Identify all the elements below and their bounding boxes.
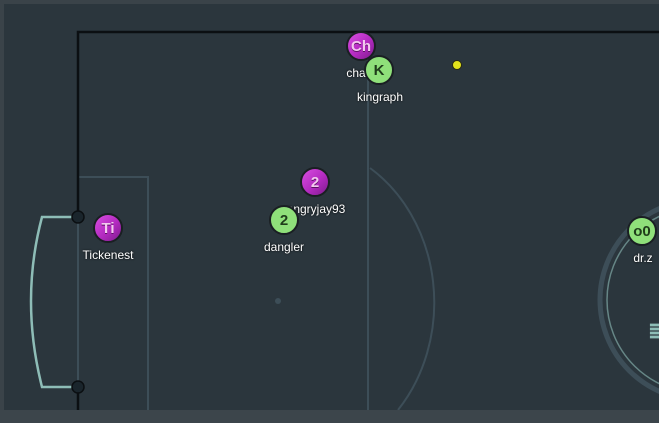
goal-post-bottom bbox=[71, 380, 85, 394]
player-name: dangler bbox=[263, 240, 305, 254]
frame-left bbox=[0, 0, 4, 410]
player-name: Tickenest bbox=[82, 248, 134, 262]
player-avatar: K bbox=[373, 61, 385, 79]
goal-post-top bbox=[71, 210, 85, 224]
boundary-wall bbox=[76, 30, 659, 217]
player-avatar: 2 bbox=[310, 173, 320, 191]
player-avatar: o0 bbox=[633, 222, 651, 240]
player-disc[interactable]: o0 bbox=[627, 216, 657, 246]
frame-top bbox=[0, 0, 659, 4]
penalty-arc bbox=[369, 167, 436, 411]
goal-area-box bbox=[78, 176, 149, 410]
ball[interactable] bbox=[452, 60, 462, 70]
player-name: cha bbox=[346, 66, 366, 80]
player-disc[interactable]: 2 bbox=[269, 205, 299, 235]
player-disc[interactable]: Ti bbox=[93, 213, 123, 243]
player-name: angryjay93 bbox=[286, 202, 346, 216]
player-name: dr.z bbox=[633, 251, 653, 265]
player-disc[interactable]: 2 bbox=[300, 167, 330, 197]
player-avatar: 2 bbox=[279, 211, 289, 229]
player-avatar: Ti bbox=[101, 219, 115, 237]
center-circle bbox=[597, 206, 659, 394]
player-avatar: Ch bbox=[351, 37, 371, 55]
center-logo: ≣ bbox=[648, 318, 659, 343]
center-circle-inner bbox=[606, 215, 659, 385]
player-disc[interactable]: K bbox=[364, 55, 394, 85]
goal-net bbox=[29, 215, 78, 389]
penalty-spot bbox=[275, 298, 281, 304]
frame-bottom bbox=[0, 410, 659, 423]
player-name: kingraph bbox=[356, 90, 404, 104]
